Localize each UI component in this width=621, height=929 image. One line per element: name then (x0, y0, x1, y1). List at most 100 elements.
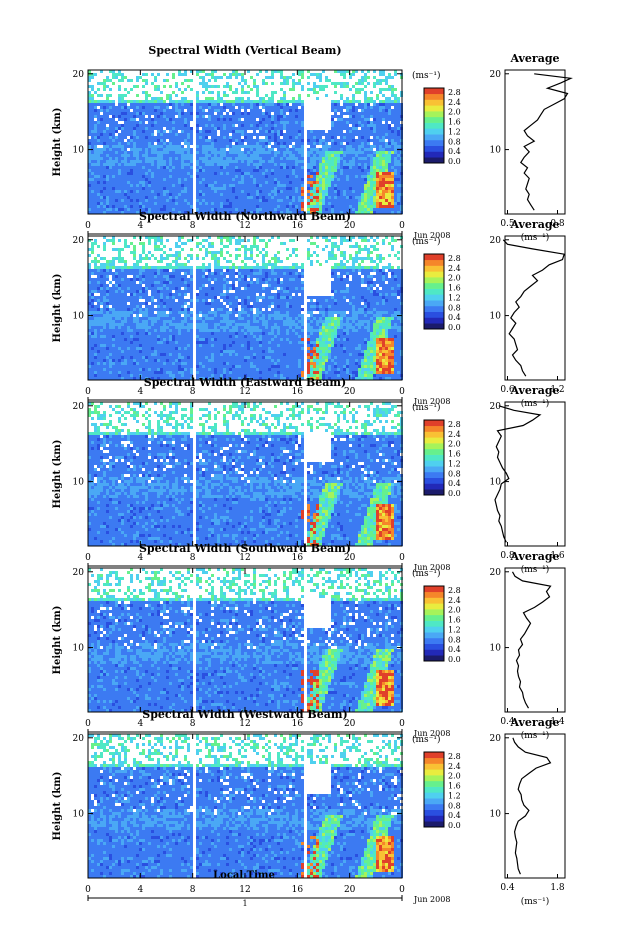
panel-5: Spectral Width (Westward Beam) 0 4 8 12 16 20 0… (52, 708, 565, 908)
average-y-tick-label: 20 (490, 734, 502, 744)
panel-title: Spectral Width (Westward Beam) (142, 708, 347, 721)
x-tick-label: 0 (85, 221, 91, 231)
x-tick-label: 8 (190, 885, 196, 895)
colorbar-segment (424, 483, 444, 489)
colorbar-tick-label: 0.4 (448, 313, 461, 322)
average-title: Average (509, 218, 559, 231)
average-x-label: (ms⁻¹) (521, 730, 550, 741)
date-label: Jun 2008 (413, 895, 450, 904)
y-tick-label: 10 (73, 478, 85, 488)
colorbar-tick-label: 2.0 (448, 440, 461, 449)
colorbar-tick-label: 2.8 (448, 586, 461, 595)
colorbar-segment (424, 632, 444, 638)
colorbar-segment (424, 323, 444, 329)
colorbar-segment (424, 798, 444, 804)
colorbar-tick-label: 0.8 (448, 303, 461, 312)
colorbar-tick-label: 2.8 (448, 752, 461, 761)
x-tick-label: 0 (85, 885, 91, 895)
colorbar-segment (424, 117, 444, 123)
colorbar-segment (424, 111, 444, 117)
x-tick-label: 0 (85, 387, 91, 397)
colorbar-segment (424, 621, 444, 627)
colorbar-segment (424, 609, 444, 615)
colorbar-tick-label: 2.0 (448, 274, 461, 283)
y-tick-label: 20 (73, 734, 85, 744)
colorbar-segment (424, 449, 444, 455)
average-y-tick-label: 20 (490, 568, 502, 578)
colorbar-tick-label: 0.4 (448, 645, 461, 654)
colorbar-segment (424, 128, 444, 134)
average-y-tick-label: 10 (490, 478, 502, 488)
average-title: Average (509, 52, 559, 65)
colorbar-segment (424, 306, 444, 312)
heatmap-cells (88, 70, 403, 214)
colorbar-tick-label: 1.2 (448, 459, 461, 468)
y-tick-label: 10 (73, 644, 85, 654)
colorbar-segment (424, 88, 444, 94)
heatmap-cells (88, 402, 403, 546)
colorbar-segment (424, 134, 444, 140)
average-profile-line (513, 572, 551, 708)
y-tick-label: 10 (73, 810, 85, 820)
colorbar-segment (424, 592, 444, 598)
x-tick-label: 20 (344, 885, 356, 895)
colorbar-segment (424, 478, 444, 484)
colorbar-tick-label: 0.8 (448, 469, 461, 478)
colorbar-segment (424, 437, 444, 443)
x-tick-label: 12 (239, 885, 250, 895)
colorbar-tick-label: 2.8 (448, 254, 461, 263)
colorbar-segment (424, 792, 444, 798)
colorbar-segment (424, 460, 444, 466)
colorbar-tick-label: 1.6 (448, 450, 461, 459)
average-x-tick-label: 1.8 (550, 883, 565, 893)
average-y-tick-label: 20 (490, 402, 502, 412)
colorbar-segment (424, 758, 444, 764)
colorbar-tick-label: 1.6 (448, 118, 461, 127)
colorbar-segment (424, 752, 444, 758)
colorbar-segment (424, 157, 444, 163)
colorbar-segment (424, 821, 444, 827)
average-frame (505, 568, 565, 712)
average-profile-line (495, 406, 540, 542)
y-axis-label: Height (km) (52, 274, 63, 343)
colorbar-tick-label: 0.4 (448, 479, 461, 488)
average-frame (505, 734, 565, 878)
x-tick-label: 16 (292, 885, 304, 895)
average-y-tick-label: 10 (490, 146, 502, 156)
average-profile-line (521, 74, 571, 210)
colorbar-segment (424, 283, 444, 289)
colorbar-segment (424, 123, 444, 129)
colorbar-segment (424, 317, 444, 323)
colorbar-segment (424, 804, 444, 810)
colorbar-segment (424, 626, 444, 632)
colorbar-segment (424, 472, 444, 478)
colorbar-segment (424, 603, 444, 609)
colorbar-segment (424, 810, 444, 816)
colorbar-tick-label: 1.2 (448, 127, 461, 136)
average-y-tick-label: 20 (490, 236, 502, 246)
colorbar-segment (424, 294, 444, 300)
colorbar-tick-label: 0.8 (448, 635, 461, 644)
colorbar-segment (424, 775, 444, 781)
colorbar-tick-label: 2.4 (448, 596, 461, 605)
average-x-label: (ms⁻¹) (521, 564, 550, 575)
colorbar-segment (424, 140, 444, 146)
average-x-tick-label: 0.4 (500, 883, 515, 893)
colorbar-segment (424, 266, 444, 272)
panel-title: Spectral Width (Eastward Beam) (144, 376, 346, 389)
x-tick-label: 4 (137, 885, 143, 895)
average-title: Average (509, 550, 559, 563)
average-profile-line (513, 738, 551, 874)
y-tick-label: 10 (73, 312, 85, 322)
colorbar-segment (424, 105, 444, 111)
colorbar-tick-label: 1.2 (448, 791, 461, 800)
average-profile-line (503, 240, 564, 376)
x-tick-label: 4 (137, 387, 143, 397)
heatmap-cells (88, 568, 403, 712)
y-tick-label: 10 (73, 146, 85, 156)
colorbar-segment (424, 443, 444, 449)
average-title: Average (509, 384, 559, 397)
colorbar-tick-label: 1.6 (448, 782, 461, 791)
average-y-tick-label: 10 (490, 644, 502, 654)
